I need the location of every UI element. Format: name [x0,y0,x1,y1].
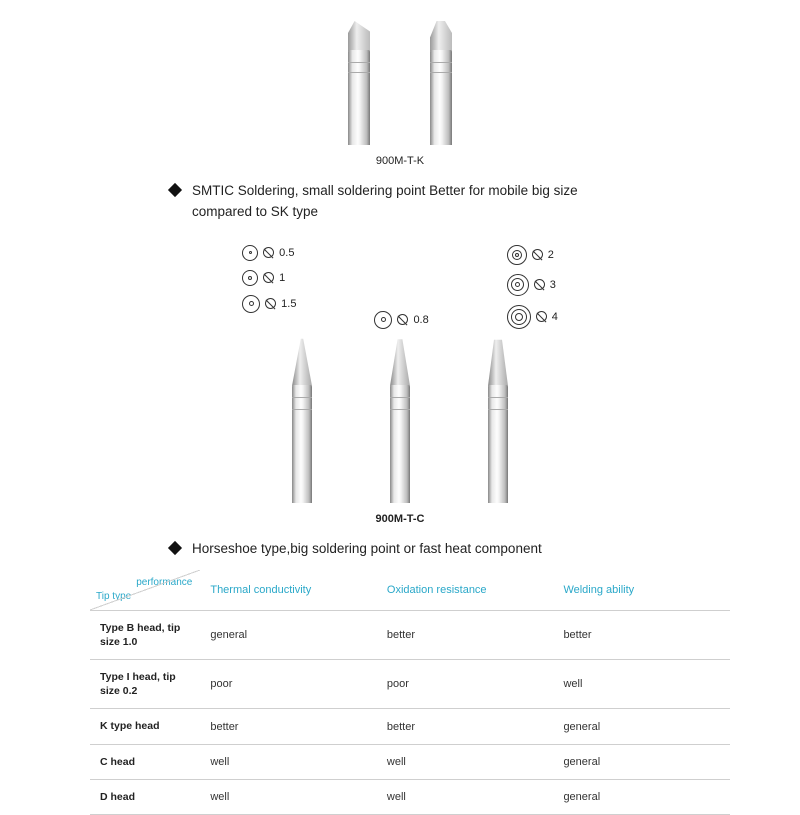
ring-icon [507,305,531,329]
ring-icon [374,311,392,329]
table-body: Type B head, tip size 1.0 general better… [90,610,730,814]
tip-head-icon [390,338,410,386]
section1-model: 900M-T-K [90,155,710,167]
size-item: 2 [507,245,554,265]
section2-bullet: Horseshoe type,big soldering point or fa… [170,539,600,560]
page: 900M-T-K SMTIC Soldering, small solderin… [0,0,800,800]
tip-k-right [430,21,452,145]
row-label: Type I head, tip size 0.2 [90,660,200,709]
diameter-icon [536,311,547,322]
cell: better [200,709,377,744]
section1-images [90,10,710,145]
tip-shaft-icon [488,385,508,503]
tip-c-3 [488,338,508,503]
cell: well [553,660,730,709]
cell: general [553,709,730,744]
table-header: Thermal conductivity [200,570,377,611]
cell: well [377,779,554,814]
cell: better [377,709,554,744]
size-col-right: 2 3 4 [507,245,558,329]
performance-table: performance Tip type Thermal conductivit… [90,570,730,815]
ring-icon [507,245,527,265]
cell: general [200,610,377,659]
row-label: C head [90,744,200,779]
size-grid: 0.5 1 1.5 0.8 2 [90,245,710,329]
size-value: 1.5 [281,298,296,310]
size-value: 0.8 [413,314,428,326]
ring-icon [242,295,260,313]
tip-shaft-icon [430,50,452,145]
table-row: Type B head, tip size 1.0 general better… [90,610,730,659]
size-item: 0.5 [242,245,294,261]
tip-head-icon [488,338,508,386]
table-row: K type head better better general [90,709,730,744]
corner-bottom: Tip type [96,590,194,604]
row-label: Type B head, tip size 1.0 [90,610,200,659]
tip-shaft-icon [390,385,410,503]
tip-shaft-icon [292,385,312,503]
table-row: Type I head, tip size 0.2 poor poor well [90,660,730,709]
section2-images [90,333,710,503]
cell: well [200,779,377,814]
tip-k-left [348,21,370,145]
table-corner: performance Tip type [90,570,200,611]
table-header: Welding ability [553,570,730,611]
cell: well [377,744,554,779]
tip-c-1 [292,338,312,503]
table-row: C head well well general [90,744,730,779]
size-item: 0.8 [374,311,428,329]
size-item: 4 [507,305,558,329]
size-item: 3 [507,274,556,296]
diameter-icon [265,298,276,309]
size-value: 4 [552,311,558,323]
table-header: Oxidation resistance [377,570,554,611]
tip-head-icon [430,21,452,51]
cell: well [200,744,377,779]
row-label: K type head [90,709,200,744]
tip-head-icon [292,338,312,386]
section2-bullet-text: Horseshoe type,big soldering point or fa… [192,539,542,560]
size-value: 1 [279,272,285,284]
diameter-icon [397,314,408,325]
ring-icon [507,274,529,296]
size-value: 2 [548,249,554,261]
table-row: D head well well general [90,779,730,814]
cell: general [553,744,730,779]
size-value: 0.5 [279,247,294,259]
size-item: 1.5 [242,295,296,313]
ring-icon [242,245,258,261]
size-col-mid: 0.8 [374,245,428,329]
row-label: D head [90,779,200,814]
tip-head-icon [348,21,370,51]
cell: poor [200,660,377,709]
size-item: 1 [242,270,285,286]
cell: poor [377,660,554,709]
diameter-icon [532,249,543,260]
cell: better [377,610,554,659]
section1-bullet: SMTIC Soldering, small soldering point B… [170,181,600,223]
diamond-bullet-icon [168,541,182,555]
section2-model: 900M-T-C [90,513,710,525]
diameter-icon [263,272,274,283]
cell: general [553,779,730,814]
diameter-icon [534,279,545,290]
size-value: 3 [550,279,556,291]
tip-c-2 [390,338,410,503]
section1-bullet-text: SMTIC Soldering, small soldering point B… [192,181,600,223]
diameter-icon [263,247,274,258]
cell: better [553,610,730,659]
diamond-bullet-icon [168,183,182,197]
ring-icon [242,270,258,286]
tip-shaft-icon [348,50,370,145]
size-col-left: 0.5 1 1.5 [242,245,296,329]
corner-top: performance [96,576,194,590]
